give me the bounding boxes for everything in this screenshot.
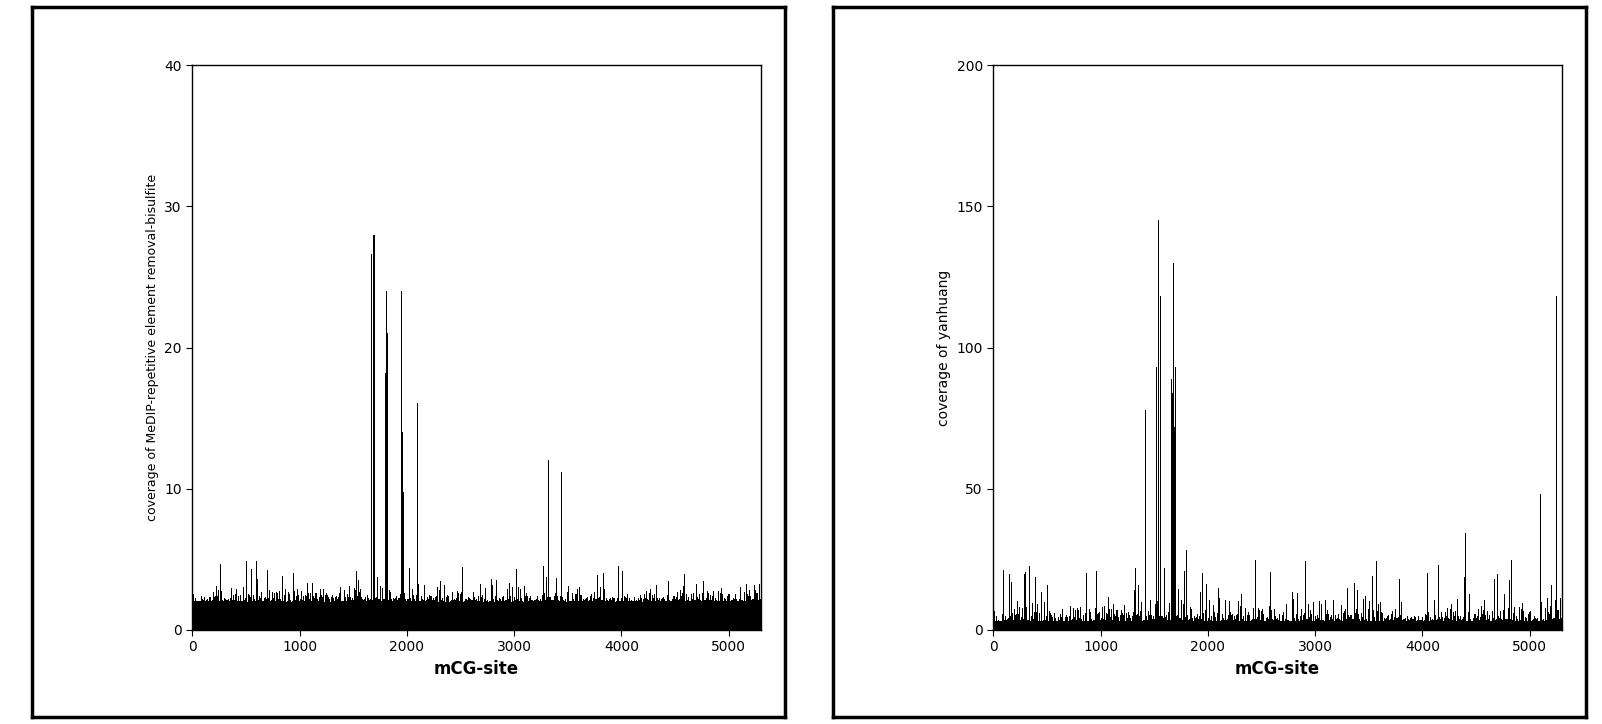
Y-axis label: coverage of yanhuang: coverage of yanhuang	[937, 269, 952, 426]
X-axis label: mCG-site: mCG-site	[1235, 660, 1320, 678]
Y-axis label: coverage of MeDIP-repetitive element removal-bisulfite: coverage of MeDIP-repetitive element rem…	[146, 174, 159, 521]
X-axis label: mCG-site: mCG-site	[434, 660, 519, 678]
